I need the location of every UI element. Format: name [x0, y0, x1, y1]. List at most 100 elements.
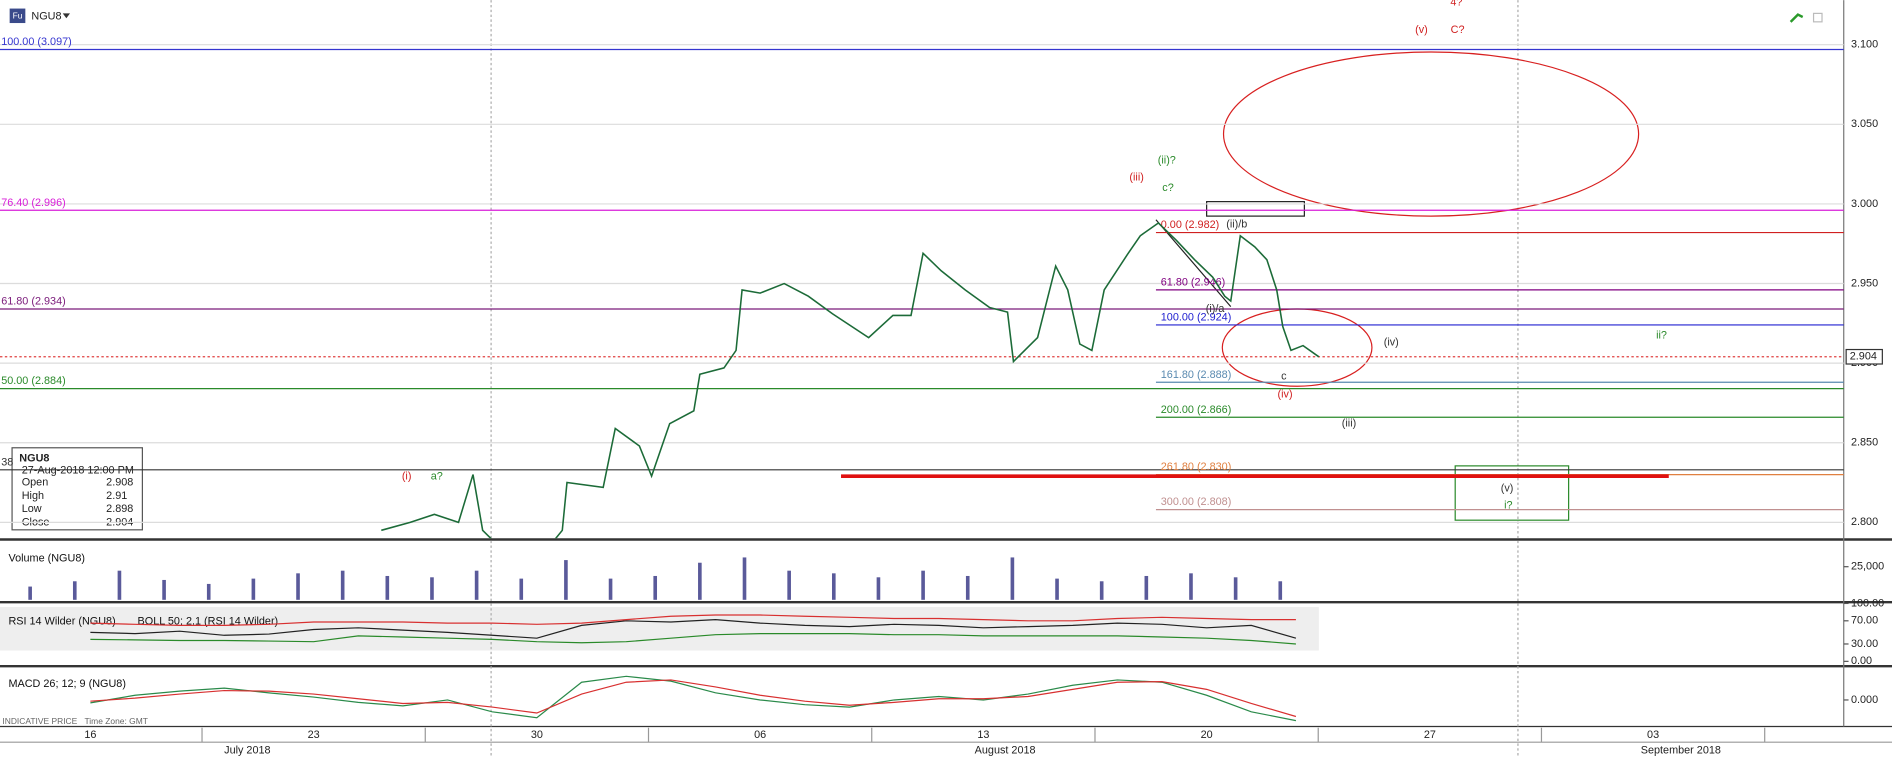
price-note: INDICATIVE PRICE — [2, 716, 77, 726]
y-tick-label: 25,000 — [1851, 561, 1884, 573]
x-tick-label: 03 — [1647, 729, 1659, 741]
panel-title[interactable]: RSI 14 Wilder (NGU8) — [8, 615, 115, 627]
info-value: 2.908 — [106, 477, 133, 489]
wave-label: c? — [1162, 182, 1173, 194]
series-line — [90, 632, 1296, 645]
wave-label: ii? — [1656, 329, 1667, 341]
info-symbol: NGU8 — [19, 452, 49, 464]
fib-label: 100.00 (3.097) — [1, 36, 72, 48]
volume-bar — [162, 579, 166, 600]
panel-title[interactable]: Volume (NGU8) — [8, 553, 85, 565]
volume-bar — [742, 557, 747, 600]
series-line — [90, 618, 1297, 639]
volume-bar — [296, 573, 300, 600]
x-tick-label: 23 — [308, 729, 320, 741]
info-label: Open — [22, 477, 49, 489]
volume-bar — [787, 570, 791, 600]
volume-bar — [1055, 578, 1059, 600]
wave-label: (ii)? — [1158, 154, 1176, 166]
info-value: 2.91 — [106, 490, 127, 502]
symbol-name[interactable]: NGU8 — [31, 10, 61, 22]
volume-bar — [206, 583, 211, 600]
panel-title[interactable]: MACD 26; 12; 9 (NGU8) — [8, 678, 126, 690]
volume-bar — [385, 575, 390, 600]
volume-bar — [831, 573, 836, 600]
x-tick-label: 16 — [84, 729, 96, 741]
y-tick-label: 3.000 — [1851, 198, 1878, 210]
wave-label: (i) — [402, 471, 412, 483]
fib-label: 61.80 (2.934) — [1, 296, 66, 308]
info-label: High — [22, 490, 44, 502]
volume-bar — [474, 570, 479, 600]
wave-label: (iv) — [1384, 337, 1399, 349]
volume-bar — [430, 577, 434, 600]
target-ellipse — [1222, 51, 1640, 217]
info-datetime: 27-Aug-2018 12:00 PM — [22, 465, 134, 477]
volume-bar — [117, 570, 122, 600]
zone-box — [1206, 201, 1305, 217]
fib-label: 200.00 (2.866) — [1161, 404, 1232, 416]
month-label: July 2018 — [224, 745, 270, 757]
volume-bar — [251, 578, 256, 600]
last-price-label: 2.904 — [1850, 351, 1877, 363]
x-tick-label: 27 — [1424, 729, 1436, 741]
wave-label: (i)/a — [1206, 303, 1226, 315]
volume-bar — [698, 562, 702, 600]
series-line — [90, 614, 1296, 626]
fib-label: 61.80 (2.946) — [1161, 277, 1226, 289]
symbol-icon — [9, 8, 26, 24]
fib-label: 50.00 (2.884) — [1, 375, 66, 387]
tool-icon[interactable] — [1789, 13, 1804, 23]
wave-label: i? — [1504, 500, 1512, 512]
series-line — [90, 675, 1297, 722]
volume-bar — [564, 560, 568, 600]
window-icon[interactable] — [1812, 12, 1823, 23]
time-zone: Time Zone: GMT — [84, 716, 147, 726]
y-tick-label: 2.800 — [1851, 516, 1878, 528]
wave-label: (v) — [1501, 483, 1514, 495]
month-label: September 2018 — [1641, 745, 1721, 757]
wave-label: (v) — [1415, 24, 1428, 36]
wave-label: (ii)/b — [1226, 218, 1247, 230]
wave-label: a? — [431, 471, 443, 483]
panel-subtitle[interactable]: BOLL 50; 2.1 (RSI 14 Wilder) — [138, 615, 279, 627]
y-tick-label: 30.00 — [1851, 638, 1878, 650]
fib-label: 261.80 (2.830) — [1161, 461, 1232, 473]
wave-label: 4? — [1450, 0, 1462, 8]
volume-bar — [1233, 577, 1238, 600]
y-tick-label: 70.00 — [1851, 615, 1878, 627]
y-tick-label: 2.950 — [1851, 277, 1878, 289]
volume-bar — [1278, 581, 1283, 600]
x-tick-label: 20 — [1201, 729, 1213, 741]
wave-label: C? — [1451, 24, 1465, 36]
fib-label: 0.00 (2.982) — [1161, 219, 1219, 231]
trend-line — [1155, 219, 1232, 307]
volume-bar — [340, 570, 345, 600]
fib-label: 161.80 (2.888) — [1161, 369, 1232, 381]
wave-label: (iv) — [1278, 389, 1293, 401]
info-label: Low — [22, 503, 42, 515]
y-tick-label: 3.100 — [1851, 39, 1878, 51]
dropdown-arrow[interactable] — [62, 13, 70, 19]
wave-label: (iii) — [1129, 171, 1143, 183]
wave-label: c — [1281, 370, 1287, 382]
volume-bar — [1010, 557, 1015, 600]
month-label: August 2018 — [975, 745, 1036, 757]
x-tick-label: 13 — [977, 729, 989, 741]
y-tick-label: 0.00 — [1851, 655, 1872, 667]
wave-label: (iii) — [1342, 418, 1356, 430]
volume-bar — [28, 586, 32, 600]
volume-bar — [1099, 581, 1104, 600]
y-tick-label: 0.000 — [1851, 694, 1878, 706]
volume-bar — [519, 578, 524, 600]
volume-bar — [965, 575, 970, 600]
zone-box — [1454, 465, 1570, 521]
volume-bar — [1144, 575, 1149, 600]
symbol-icon-text: Fu — [13, 11, 23, 21]
volume-bar — [1189, 573, 1193, 600]
y-tick-label: 2.850 — [1851, 437, 1878, 449]
y-tick-label: 3.050 — [1851, 118, 1878, 130]
last-price-tag — [1845, 348, 1883, 365]
volume-bar — [608, 578, 613, 600]
